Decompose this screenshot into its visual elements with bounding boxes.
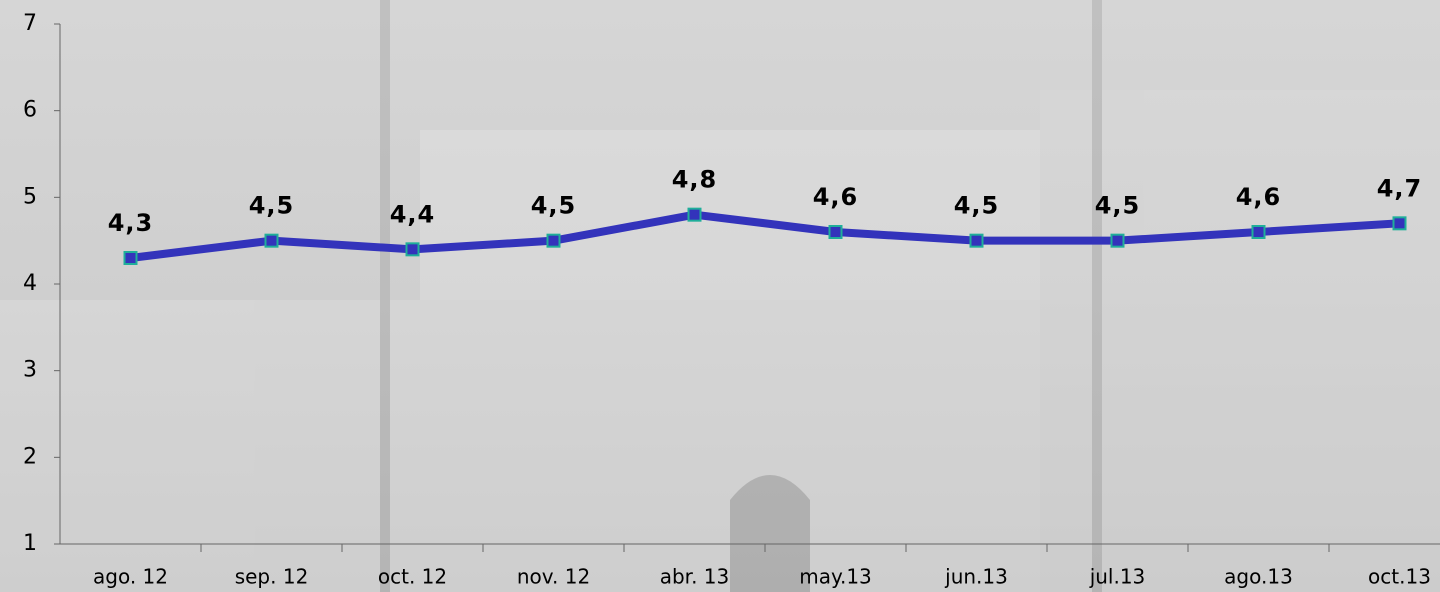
- value-label: 4,6: [813, 183, 859, 211]
- value-label: 4,6: [1236, 183, 1282, 211]
- marker: [1110, 233, 1125, 248]
- marker: [405, 242, 420, 257]
- marker: [969, 233, 984, 248]
- y-tick-label: 3: [23, 358, 37, 383]
- line: [130, 210, 1400, 262]
- x-tick-label: sep. 12: [235, 565, 309, 589]
- marker: [687, 207, 702, 222]
- value-label: 4,5: [531, 192, 577, 220]
- value-label: 4,5: [249, 192, 295, 220]
- marker: [1392, 216, 1407, 231]
- x-tick-label: abr. 13: [660, 565, 730, 589]
- x-tick-label: jul.13: [1089, 565, 1146, 589]
- marker: [123, 251, 138, 265]
- x-tick-label: ago.13: [1224, 565, 1293, 589]
- y-tick-label: 6: [23, 98, 37, 123]
- y-tick-label: 5: [23, 184, 37, 209]
- y-tick-label: 7: [23, 11, 37, 36]
- x-tick-label: nov. 12: [517, 565, 590, 589]
- value-label: 4,5: [1095, 192, 1141, 220]
- y-tick-label: 2: [23, 444, 37, 469]
- value-label: 4,8: [672, 166, 718, 194]
- marker: [546, 233, 561, 248]
- value-label: 4,5: [954, 192, 1000, 220]
- value-label: 4,3: [108, 209, 154, 237]
- x-tick-label: oct. 12: [378, 565, 447, 589]
- y-tick-label: 4: [23, 271, 37, 296]
- value-label: 4,7: [1377, 174, 1423, 202]
- value-label: 4,4: [390, 200, 436, 228]
- x-tick-label: ago. 12: [93, 565, 168, 589]
- marker: [828, 225, 843, 239]
- marker: [264, 233, 279, 248]
- x-tick-label: may.13: [799, 565, 872, 589]
- x-tick-label: oct.13: [1368, 565, 1431, 589]
- marker: [1251, 225, 1266, 239]
- y-tick-label: 1: [23, 531, 37, 556]
- x-tick-label: jun.13: [944, 565, 1008, 589]
